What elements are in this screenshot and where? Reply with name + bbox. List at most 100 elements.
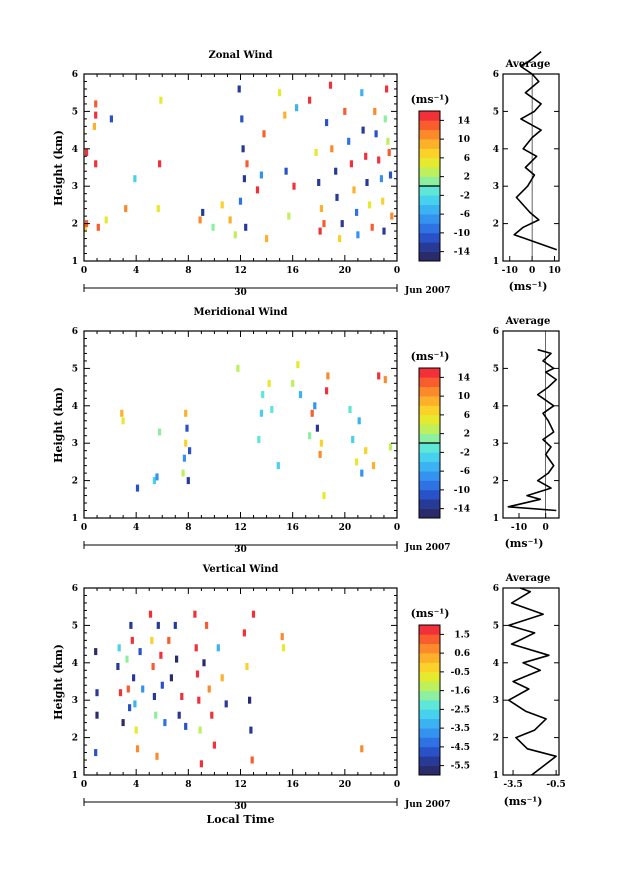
data-cell-32 [175, 655, 179, 663]
data-cell-21 [151, 663, 155, 670]
data-cell-29 [259, 171, 263, 179]
data-cell-15 [134, 726, 138, 734]
zonal-average-x-label: (ms⁻¹) [509, 280, 548, 293]
average-frame [502, 587, 560, 776]
colorbar-swatch-9 [419, 167, 440, 177]
data-cell-37 [364, 447, 368, 455]
colorbar-swatch-15 [419, 368, 440, 378]
data-cell-23 [308, 432, 312, 440]
colorbar-tick-label: 10 [457, 392, 470, 402]
data-cell-55 [251, 610, 256, 618]
data-cell-34 [355, 458, 359, 466]
colorbar-tick-label: -1.6 [451, 687, 470, 697]
colorbar-tick-label: -2.5 [451, 705, 470, 715]
data-cell-11 [129, 621, 133, 629]
average-y-tick-label: 3 [493, 182, 499, 192]
average-y-tick-label: 1 [493, 514, 499, 524]
data-cell-67 [381, 197, 385, 205]
vertical-wind-colorbar-unit: (ms⁻¹) [411, 607, 450, 620]
data-cell-21 [237, 85, 241, 93]
colorbar-swatch-5 [419, 718, 440, 729]
data-cell-14 [158, 160, 162, 168]
data-cell-17 [267, 379, 271, 387]
data-cell-5 [158, 428, 162, 436]
data-cell-10 [124, 205, 128, 213]
colorbar-tick-label: 14 [457, 116, 470, 126]
colorbar-swatch-11 [419, 662, 440, 673]
colorbar-swatch-4 [419, 728, 440, 738]
data-cell-5 [117, 644, 121, 652]
data-cell-40 [317, 179, 321, 186]
average-frame [502, 330, 560, 519]
data-cell-13 [236, 364, 240, 372]
average-x-tick-label: -10 [502, 266, 518, 276]
colorbar-swatch-13 [419, 386, 440, 397]
colorbar-swatch-1 [419, 242, 440, 252]
vertical-wind-x-label: Local Time [207, 813, 275, 826]
data-cell-0 [120, 409, 124, 417]
colorbar-tick-label: 10 [457, 135, 470, 145]
data-cell-7 [96, 223, 100, 231]
colorbar-tick-label: -6 [460, 210, 470, 220]
average-y-tick-label: 4 [493, 402, 499, 412]
colorbar-swatch-2 [419, 489, 440, 500]
meridional-wind-date-label: 30 [234, 545, 247, 555]
colorbar-tick-label: 2 [464, 430, 470, 440]
data-cell-33 [351, 436, 355, 443]
data-cell-27 [318, 450, 322, 458]
colorbar-swatch-2 [419, 232, 440, 243]
data-cell-33 [283, 111, 287, 119]
data-cell-27 [245, 160, 249, 168]
zonal-wind-panel: Zonal Wind Height (km) Jun 2007 30 (ms⁻¹… [52, 50, 561, 298]
y-tick-label: 3 [72, 696, 78, 706]
data-cell-54 [352, 186, 356, 194]
data-cell-19 [148, 610, 153, 618]
colorbar-swatch-0 [419, 508, 440, 519]
data-cell-38 [195, 670, 200, 678]
data-cell-53 [349, 160, 353, 168]
data-cell-28 [163, 719, 167, 727]
data-cell-7 [182, 454, 186, 462]
x-tick-label: 0 [394, 523, 400, 533]
data-cell-30 [262, 130, 266, 138]
average-x-tick-label: -10 [511, 523, 527, 533]
y-tick-label: 4 [72, 145, 78, 155]
data-cell-17 [138, 648, 142, 656]
data-cell-49 [224, 700, 228, 708]
average-y-tick-label: 3 [493, 439, 499, 449]
y-tick-label: 2 [72, 734, 78, 744]
data-cell-3 [94, 100, 98, 108]
data-cell-13 [156, 205, 160, 213]
data-cell-2 [85, 149, 89, 156]
average-y-tick-label: 3 [493, 696, 499, 706]
data-cell-59 [364, 152, 368, 160]
data-cell-23 [154, 711, 158, 719]
x-tick-label: 0 [81, 780, 87, 790]
data-cell-31 [326, 372, 330, 380]
data-cell-10 [184, 409, 188, 417]
data-cell-30 [325, 387, 329, 395]
colorbar-tick-label: -3.5 [451, 724, 470, 734]
data-cell-41 [388, 443, 393, 451]
data-cell-6 [181, 469, 185, 477]
colorbar-swatch-6 [419, 195, 440, 206]
meridional-wind-colorbar-unit: (ms⁻¹) [411, 350, 450, 363]
data-cell-15 [259, 409, 263, 417]
zonal-wind-month-label: Jun 2007 [404, 286, 451, 296]
y-tick-label: 5 [72, 621, 78, 631]
y-tick-label: 2 [72, 477, 78, 487]
data-cell-22 [152, 693, 156, 700]
y-tick-label: 1 [72, 257, 78, 267]
colorbar-tick-label: -2 [460, 448, 470, 458]
data-cell-42 [322, 220, 326, 228]
data-cell-16 [261, 391, 265, 399]
data-cell-16 [201, 208, 205, 216]
data-cell-34 [284, 167, 288, 175]
data-cell-65 [377, 156, 381, 164]
data-cell-5 [92, 122, 96, 130]
x-tick-label: 20 [339, 266, 352, 276]
data-cell-34 [180, 693, 184, 700]
data-cell-32 [348, 406, 352, 413]
average-x-tick-label: -3.5 [503, 780, 522, 790]
